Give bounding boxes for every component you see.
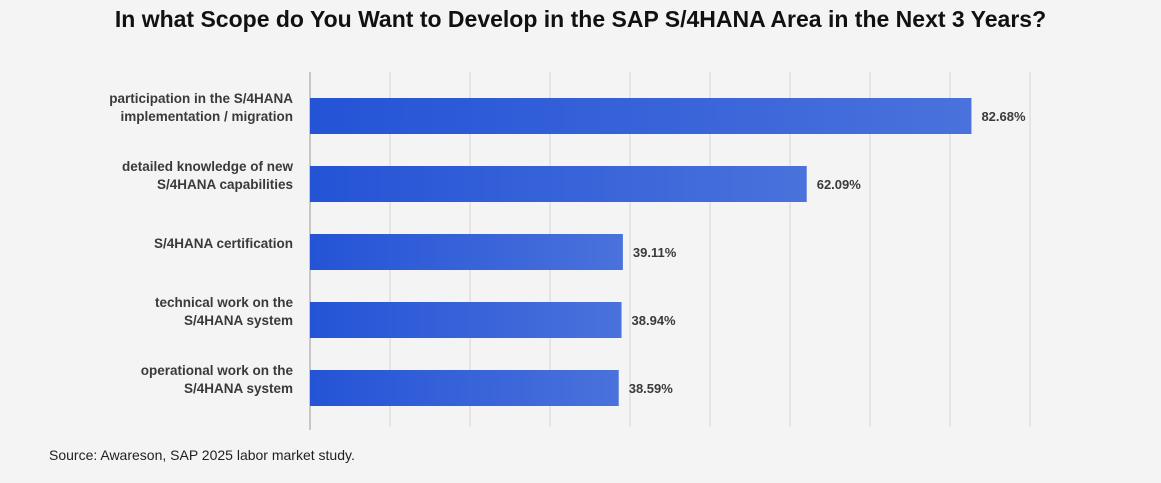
source-note: Source: Awareson, SAP 2025 labor market … <box>49 447 355 463</box>
bar <box>310 98 972 134</box>
category-label-line: detailed knowledge of new <box>122 159 294 174</box>
category-label: technical work on the S/4HANA system <box>155 295 294 328</box>
category-label-line: S/4HANA system <box>184 381 293 396</box>
category-label-line: S/4HANA certification <box>154 236 293 251</box>
category-label-line: participation in the S/4HANA <box>109 91 293 106</box>
data-label: 62.09% <box>817 177 862 192</box>
category-label-line: implementation / migration <box>120 109 293 124</box>
category-label: participation in the S/4HANA implementati… <box>109 91 293 124</box>
category-label: detailed knowledge of new S/4HANA capabil… <box>122 159 294 192</box>
bar <box>310 302 622 338</box>
data-label: 39.11% <box>633 245 677 260</box>
bar <box>310 370 619 406</box>
bars <box>310 98 972 406</box>
category-label-line: technical work on the <box>155 295 294 310</box>
data-label: 38.59% <box>629 381 674 396</box>
category-label-line: S/4HANA system <box>184 313 293 328</box>
data-label: 82.68% <box>981 109 1026 124</box>
category-label-line: S/4HANA capabilities <box>157 177 293 192</box>
labels: 82.68% participation in the S/4HANA implem… <box>109 91 1026 396</box>
bar <box>310 166 807 202</box>
bar <box>310 234 623 270</box>
chart-title: In what Scope do You Want to Develop in … <box>114 6 1047 32</box>
category-label-line: operational work on the <box>141 363 294 378</box>
category-label: operational work on the S/4HANA system <box>141 363 294 396</box>
category-label: S/4HANA certification <box>154 236 293 251</box>
data-label: 38.94% <box>632 313 677 328</box>
